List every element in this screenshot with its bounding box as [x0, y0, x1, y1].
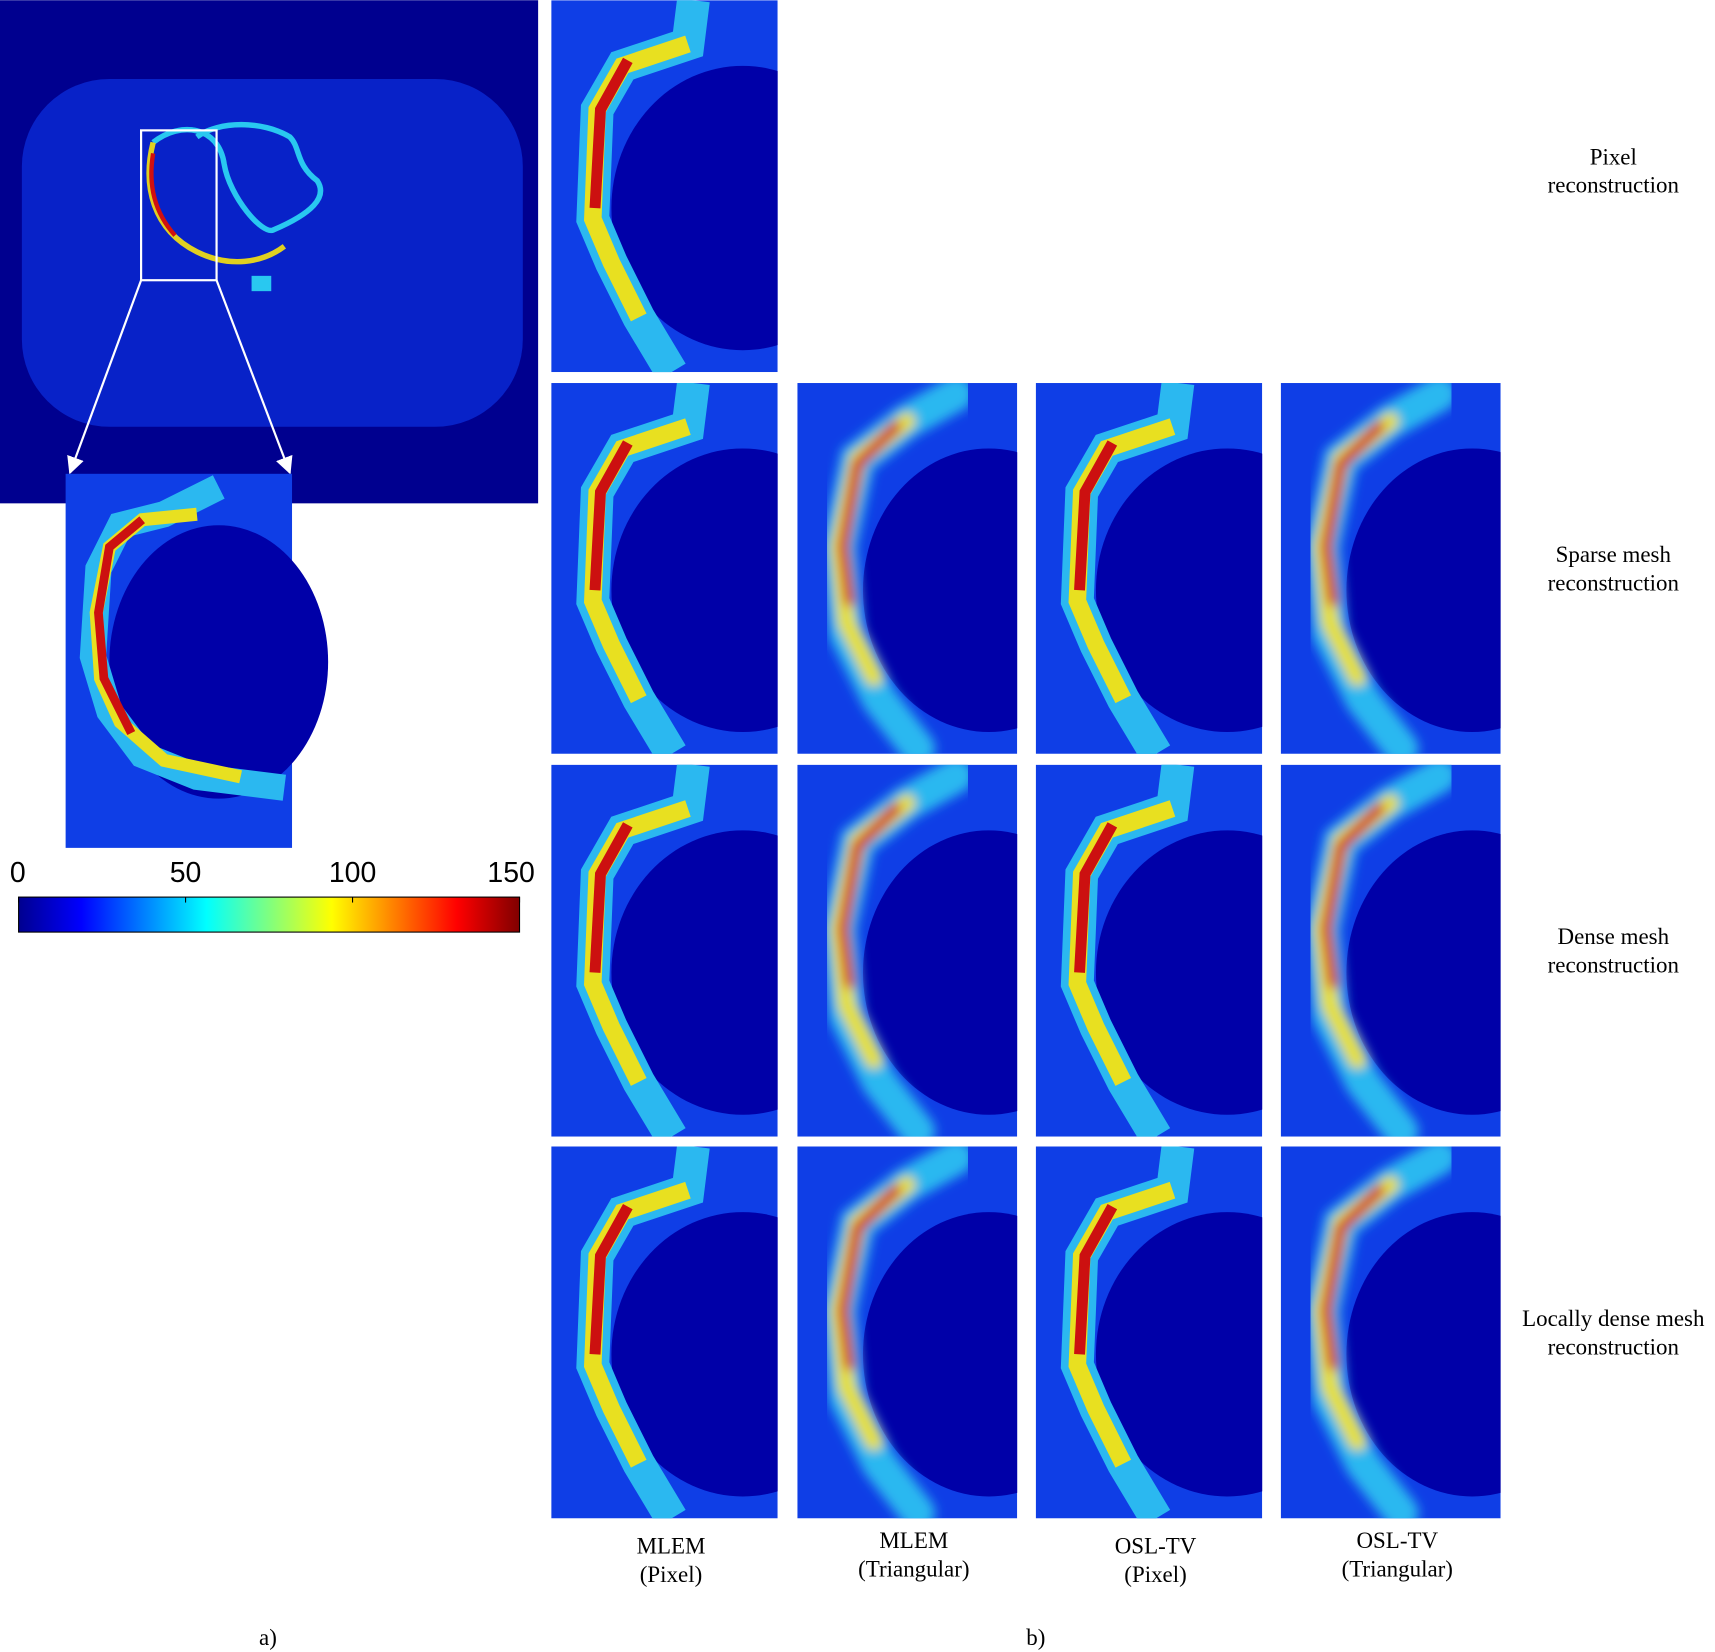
reconstruction-image [1281, 1146, 1598, 1518]
row-label: Sparse mesh [1556, 542, 1672, 567]
column-label: OSL-TV [1356, 1528, 1438, 1553]
colorbar-tick-label: 100 [329, 857, 376, 889]
reconstruction-image [1281, 383, 1598, 754]
column-label: (Pixel) [1124, 1562, 1186, 1587]
overview-image [0, 0, 539, 504]
panel-b-label: b) [1026, 1625, 1045, 1650]
zoom-image [65, 473, 329, 848]
column-label: OSL-TV [1115, 1533, 1197, 1558]
column-label: MLEM [637, 1533, 706, 1558]
row-label: reconstruction [1548, 173, 1680, 198]
column-label: (Pixel) [640, 1562, 702, 1587]
colorbar-tick-label: 150 [487, 857, 534, 889]
row-label: Dense mesh [1558, 924, 1670, 949]
colorbar [18, 896, 521, 933]
row-label: reconstruction [1548, 953, 1680, 978]
column-label: MLEM [879, 1528, 948, 1553]
colorbar-ticks: 0 50 100 150 [10, 857, 535, 903]
reconstruction-image [1281, 765, 1598, 1137]
panel-a-label: a) [259, 1625, 277, 1650]
row-label: reconstruction [1548, 1334, 1680, 1359]
reconstruction-image [551, 0, 874, 372]
column-label: (Triangular) [1342, 1556, 1453, 1581]
panel-grid: Pixel reconstruction Sparse mesh reconstruc… [551, 0, 1705, 1587]
row-label: reconstruction [1548, 570, 1680, 595]
row-label: Locally dense mesh [1522, 1306, 1705, 1331]
colorbar-tick-label: 50 [170, 857, 202, 889]
row-label: Pixel [1590, 144, 1637, 169]
column-label: (Triangular) [858, 1556, 969, 1581]
colorbar-tick-label: 0 [10, 857, 26, 889]
